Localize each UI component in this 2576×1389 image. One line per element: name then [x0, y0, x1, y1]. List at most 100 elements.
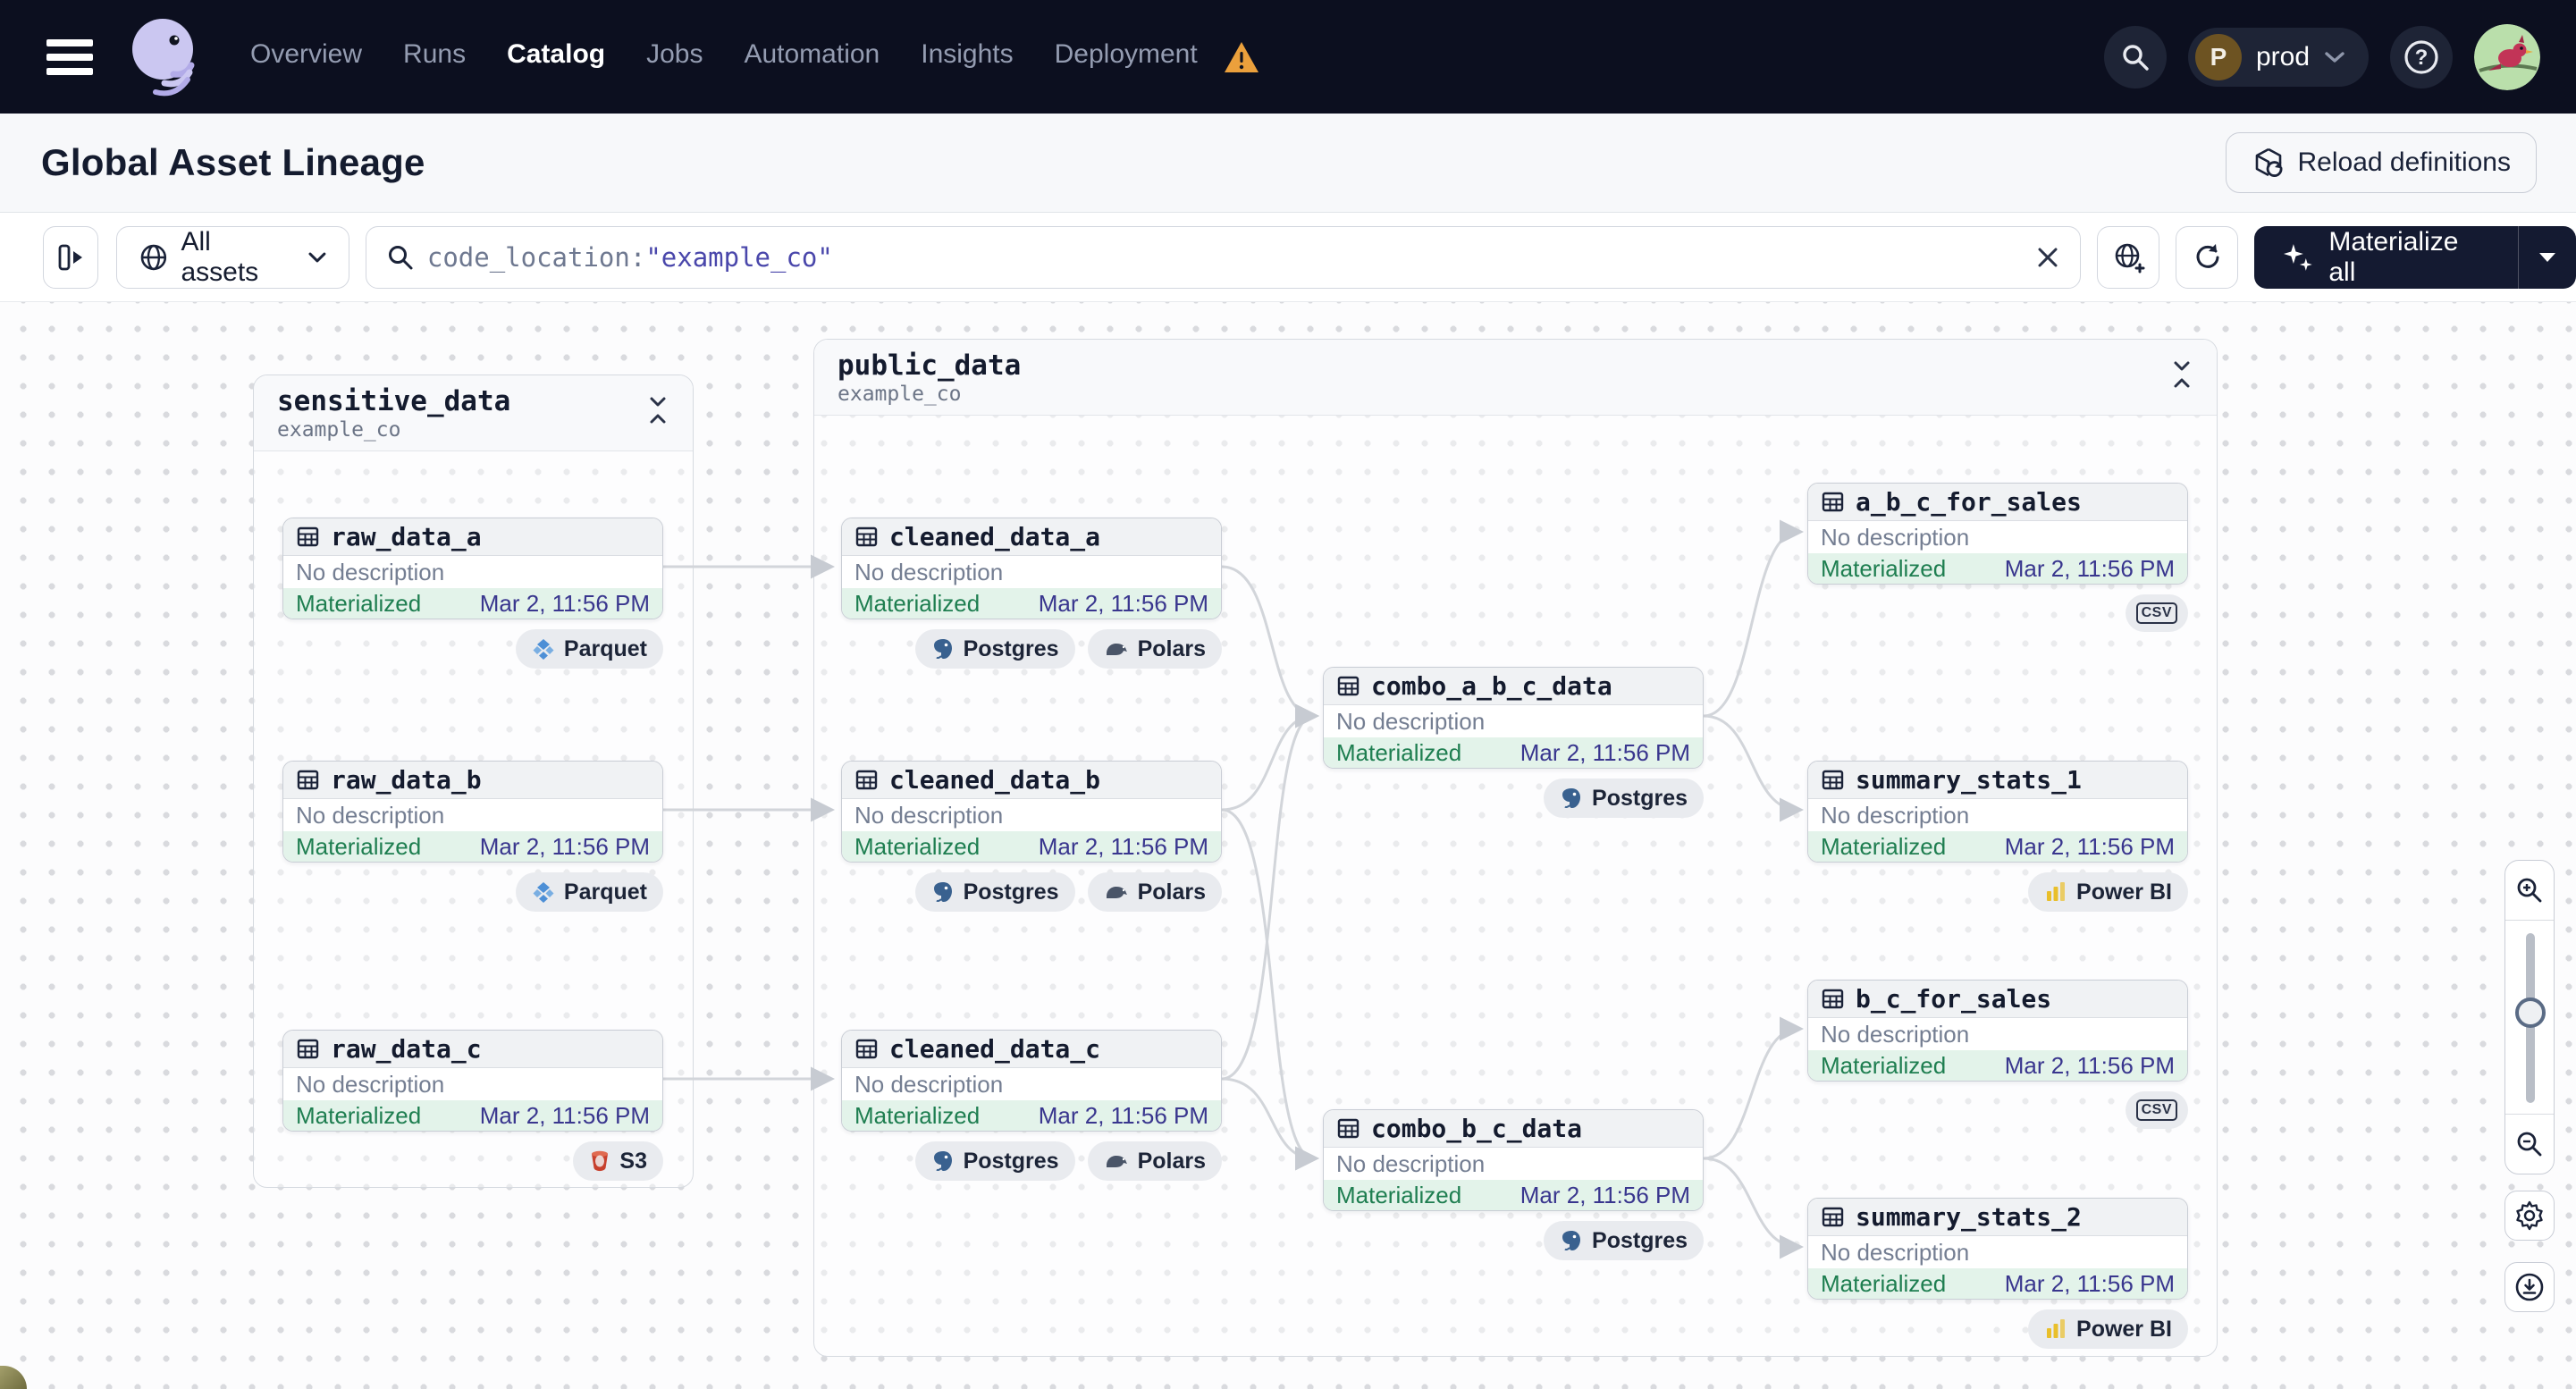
tag-csv[interactable]: CSV	[2125, 1091, 2188, 1129]
nav-item-deployment[interactable]: Deployment	[1054, 38, 1198, 69]
zoom-in-button[interactable]	[2505, 861, 2554, 920]
graph-settings-button[interactable]	[2504, 1191, 2555, 1241]
zoom-slider-thumb[interactable]	[2515, 998, 2546, 1028]
tag-parquet[interactable]: Parquet	[515, 629, 663, 669]
tag-postgres[interactable]: Postgres	[1544, 779, 1704, 818]
asset-tags: Parquet	[282, 872, 663, 912]
asset-node-cleaned-data-c[interactable]: cleaned_data_c No description Materializ…	[841, 1030, 1222, 1132]
refresh-graph-button[interactable]	[2176, 225, 2238, 289]
deployment-warning-icon[interactable]	[1223, 39, 1260, 75]
asset-name: summary_stats_1	[1856, 765, 2082, 795]
asset-node-summary-stats-2[interactable]: summary_stats_2 No description Materiali…	[1807, 1198, 2188, 1300]
asset-scope-dropdown[interactable]: All assets	[115, 225, 349, 289]
tag-power-bi[interactable]: Power BI	[2028, 1309, 2188, 1349]
polars-icon	[1106, 644, 1127, 655]
materialization-timestamp: Mar 2, 11:56 PM	[2004, 832, 2175, 860]
tag-polars[interactable]: Polars	[1087, 1141, 1222, 1181]
tag-postgres[interactable]: Postgres	[914, 629, 1075, 669]
asset-node-cleaned-data-a[interactable]: cleaned_data_a No description Materializ…	[841, 518, 1222, 619]
tag-parquet[interactable]: Parquet	[515, 872, 663, 912]
materialization-timestamp: Mar 2, 11:56 PM	[2004, 554, 2175, 582]
asset-node-combo-b-c-data[interactable]: combo_b_c_data No description Materializ…	[1323, 1109, 1704, 1211]
status-badge: Materialized	[1821, 554, 1947, 582]
group-header[interactable]: public_data example_co	[814, 340, 2217, 416]
zoom-slider[interactable]	[2505, 920, 2554, 1115]
table-icon	[855, 526, 878, 547]
status-badge: Materialized	[1821, 1269, 1947, 1297]
materialization-timestamp: Mar 2, 11:56 PM	[2004, 1051, 2175, 1079]
asset-tags: Power BI	[1807, 1309, 2188, 1349]
asset-node-summary-stats-1[interactable]: summary_stats_1 No description Materiali…	[1807, 761, 2188, 863]
materialization-timestamp: Mar 2, 11:56 PM	[479, 589, 650, 617]
materialize-all-button[interactable]: Materialize all	[2254, 226, 2519, 289]
asset-node-b-c-for-sales[interactable]: b_c_for_sales No description Materialize…	[1807, 980, 2188, 1082]
postgres-icon	[1562, 1231, 1581, 1250]
reload-definitions-button[interactable]: Reload definitions	[2225, 132, 2537, 193]
open-left-panel-button[interactable]	[43, 225, 98, 289]
asset-name: cleaned_data_b	[889, 765, 1101, 795]
user-avatar[interactable]	[2474, 23, 2540, 90]
asset-node-raw-data-b[interactable]: raw_data_b No description Materialized Ma…	[282, 761, 663, 863]
tag-csv[interactable]: CSV	[2125, 594, 2188, 632]
dagster-logo-icon[interactable]	[118, 8, 211, 106]
nav-item-catalog[interactable]: Catalog	[507, 38, 606, 69]
tag-polars[interactable]: Polars	[1087, 629, 1222, 669]
status-badge: Materialized	[1336, 738, 1462, 766]
parquet-icon	[533, 882, 554, 903]
clear-search-button[interactable]	[2035, 245, 2060, 270]
zoom-in-icon	[2517, 878, 2542, 903]
tag-label: Polars	[1137, 1148, 1206, 1174]
tag-postgres[interactable]: Postgres	[914, 1141, 1075, 1181]
tag-label: Postgres	[1592, 1227, 1688, 1253]
tag-s3[interactable]: S3	[573, 1141, 663, 1181]
tag-postgres[interactable]: Postgres	[1544, 1221, 1704, 1260]
help-icon: ?	[2404, 39, 2438, 74]
asset-search-input[interactable]: code_location:"example_co"	[365, 225, 2082, 289]
page-header: Global Asset Lineage Reload definitions	[0, 114, 2576, 213]
tag-postgres[interactable]: Postgres	[914, 872, 1075, 912]
asset-node-combo-a-b-c-data[interactable]: combo_a_b_c_data No description Material…	[1323, 667, 1704, 769]
asset-tags: CSV	[1807, 1091, 2188, 1129]
global-search-button[interactable]	[2103, 25, 2167, 88]
zoom-out-button[interactable]	[2505, 1115, 2554, 1174]
postgres-icon	[1562, 788, 1581, 808]
group-header[interactable]: sensitive_data example_co	[254, 375, 693, 451]
nav-item-jobs[interactable]: Jobs	[646, 38, 703, 69]
materialization-timestamp: Mar 2, 11:56 PM	[1520, 738, 1690, 766]
materialize-options-button[interactable]	[2519, 226, 2576, 289]
hamburger-menu-icon[interactable]	[46, 38, 93, 75]
materialize-all-label: Materialize all	[2328, 226, 2459, 287]
new-asset-group-button[interactable]	[2097, 225, 2159, 289]
asset-tags: Postgres Polars	[841, 1141, 1222, 1181]
tag-label: Postgres	[963, 1148, 1059, 1174]
collapse-group-icon[interactable]	[646, 395, 669, 425]
asset-node-a-b-c-for-sales[interactable]: a_b_c_for_sales No description Materiali…	[1807, 483, 2188, 585]
lineage-canvas[interactable]: sensitive_data example_co public_data ex…	[0, 302, 2576, 1389]
top-nav: Overview Runs Catalog Jobs Automation In…	[0, 0, 2576, 114]
collapse-group-icon[interactable]	[2170, 359, 2193, 390]
deployment-switcher[interactable]: P prod	[2187, 27, 2369, 87]
nav-item-overview[interactable]: Overview	[250, 38, 363, 69]
asset-node-raw-data-c[interactable]: raw_data_c No description Materialized Ma…	[282, 1030, 663, 1132]
asset-node-raw-data-a[interactable]: raw_data_a No description Materialized Ma…	[282, 518, 663, 619]
download-graph-button[interactable]	[2504, 1262, 2555, 1312]
asset-node-cleaned-data-b[interactable]: cleaned_data_b No description Materializ…	[841, 761, 1222, 863]
materialize-all-split-button: Materialize all	[2253, 225, 2576, 289]
help-button[interactable]: ?	[2390, 25, 2453, 88]
nav-item-insights[interactable]: Insights	[921, 38, 1014, 69]
deployment-initial-badge: P	[2194, 33, 2242, 80]
nav-item-runs[interactable]: Runs	[403, 38, 467, 69]
status-badge: Materialized	[296, 1101, 422, 1129]
chevron-down-icon	[2325, 51, 2344, 63]
asset-name: raw_data_a	[331, 522, 482, 551]
materialization-timestamp: Mar 2, 11:56 PM	[1520, 1181, 1690, 1208]
tag-polars[interactable]: Polars	[1087, 872, 1222, 912]
tag-power-bi[interactable]: Power BI	[2028, 872, 2188, 912]
group-code-location: example_co	[838, 382, 962, 406]
materialization-timestamp: Mar 2, 11:56 PM	[2004, 1269, 2175, 1297]
asset-name: raw_data_b	[331, 765, 482, 795]
nav-item-automation[interactable]: Automation	[744, 38, 880, 69]
asset-description: No description	[1808, 521, 2187, 553]
materialize-split-divider	[2518, 225, 2520, 289]
asset-tags: Parquet	[282, 629, 663, 669]
